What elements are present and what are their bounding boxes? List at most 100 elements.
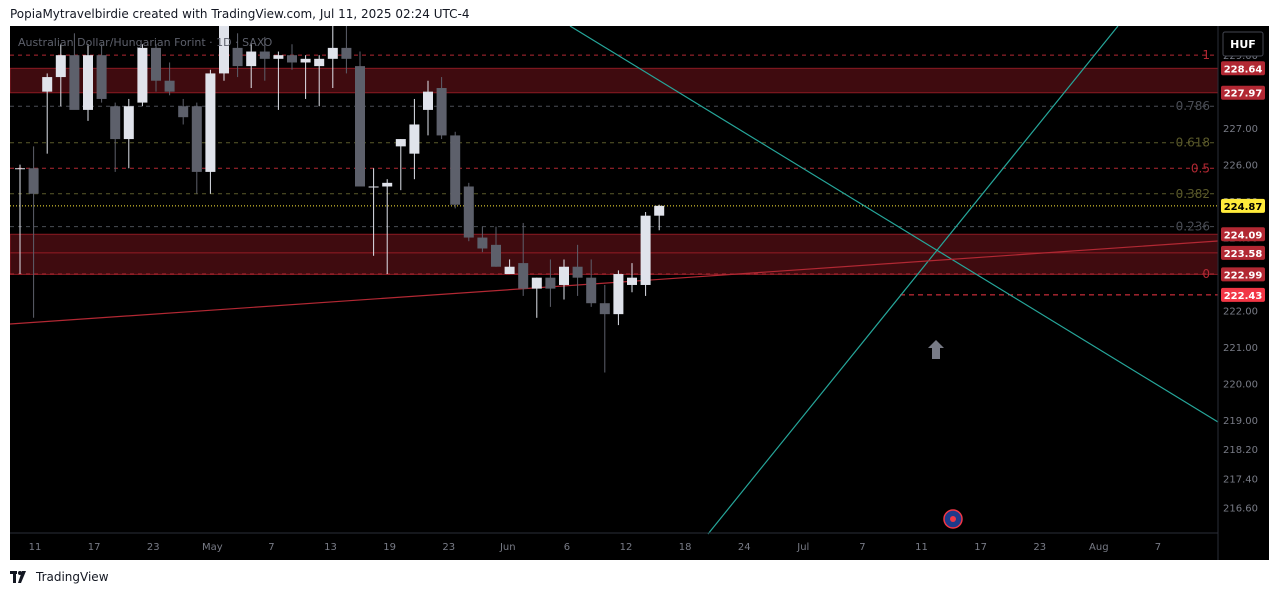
candle-body[interactable] [232,47,243,67]
zone-0[interactable] [9,67,1219,94]
candle-body[interactable] [599,303,610,315]
candle-body[interactable] [531,277,542,289]
candle-body[interactable] [423,91,433,110]
candle-body[interactable] [368,186,379,188]
candle-body[interactable] [341,47,352,59]
candle-body[interactable] [586,277,597,304]
candle-body[interactable] [137,47,148,103]
y-tick-label: 217.40 [1223,474,1258,485]
y-tick-label: 229.00 [1223,51,1258,62]
chart-frame[interactable]: 1 0.786 0.618 0.5 0.382 0.236 0 Australian Dol… [9,0,1269,560]
price-label: 222.43 [1224,291,1263,302]
candle-body[interactable] [191,106,202,172]
candle-body[interactable] [314,58,325,67]
candle-body[interactable] [409,124,420,154]
candle-body[interactable] [477,237,488,249]
candle-body[interactable] [164,80,175,92]
price-label: 223.58 [1224,249,1263,260]
price-label-bg[interactable] [1221,287,1265,302]
price-label-bg[interactable] [1221,85,1265,100]
y-tick-label: 220.00 [1223,379,1258,390]
candle-body[interactable] [273,55,284,59]
candle-body[interactable] [327,47,338,59]
price-label: 224.87 [1224,202,1263,213]
zone-1[interactable] [9,233,1219,254]
x-tick-label: 17 [974,542,987,553]
candle-body[interactable] [69,55,80,110]
zone-2[interactable] [9,252,1219,275]
candle-body[interactable] [219,0,229,74]
y-tick-label: 218.20 [1223,445,1258,456]
candle-body[interactable] [559,266,569,285]
y-tick-label: 222.00 [1223,307,1258,318]
y-tick-label: 219.00 [1223,416,1258,427]
x-tick-label: 13 [324,542,337,553]
candle-body[interactable] [123,106,134,140]
candle-body[interactable] [300,58,311,63]
candle-body[interactable] [395,139,406,147]
footer[interactable]: TradingView [10,570,109,584]
green-trendline-down[interactable] [569,25,1219,423]
candle-body[interactable] [518,263,529,289]
candle-body[interactable] [545,277,556,289]
candle-body[interactable] [151,47,161,81]
candle-body[interactable] [613,274,624,315]
candle-body[interactable] [42,77,53,92]
candle-body[interactable] [491,244,501,267]
au-flag-icon[interactable] [943,509,963,529]
x-tick-label: 11 [915,542,928,553]
candle-body[interactable] [55,55,66,78]
x-tick-label: 18 [679,542,692,553]
price-label-bg[interactable] [1221,227,1265,242]
x-axis: 11 17 23 May 7 13 19 23 Jun 6 12 18 24 Jul 7 11 17 23 Aug 7 [29,542,1161,553]
price-label-bg[interactable] [1221,61,1265,76]
candle-body[interactable] [246,51,257,67]
candle-body[interactable] [504,266,515,275]
y-tick-label: 216.60 [1223,503,1258,514]
candle-body[interactable] [110,106,121,140]
currency-button-label: HUF [1230,38,1256,51]
candle-body[interactable] [382,182,393,187]
price-label: 228.64 [1224,64,1263,75]
price-label: 227.97 [1224,89,1263,100]
y-tick-label: 227.00 [1223,124,1258,135]
x-tick-label: Jun [499,542,516,553]
price-label: 222.99 [1224,270,1263,281]
candle-body[interactable] [627,277,637,285]
candle-body[interactable] [436,88,447,136]
fib-label-3: 0.5 [1191,161,1210,175]
currency-button[interactable]: HUF [1222,31,1264,57]
x-tick-label: 7 [859,542,865,553]
price-chart[interactable]: 1 0.786 0.618 0.5 0.382 0.236 0 Australian Dol… [9,0,1269,560]
price-labels: 228.64 227.97 224.87 224.09 223.58 222.99 222.… [1221,61,1265,302]
candle-body[interactable] [355,66,365,187]
x-tick-label: Aug [1089,542,1109,553]
y-tick-label: 221.00 [1223,343,1258,354]
candle-body[interactable] [178,106,189,118]
candle-body[interactable] [287,55,297,63]
candle-body[interactable] [463,186,474,238]
candle-body[interactable] [572,266,583,278]
candle-body[interactable] [96,55,107,99]
candle-body[interactable] [259,51,270,59]
candle-body[interactable] [640,215,651,285]
candle-body[interactable] [450,135,461,205]
candle-body[interactable] [15,168,25,170]
price-label-bg[interactable] [1221,198,1265,213]
x-tick-label: 23 [442,542,455,553]
candle-body[interactable] [205,73,216,172]
x-tick-label: May [202,542,223,553]
y-axis: 229.00228.00227.00226.00225.00224.00223.… [1223,51,1258,514]
candle-body[interactable] [83,55,93,110]
x-tick-label: 7 [268,542,274,553]
fib-label-6: 0 [1202,267,1210,281]
candle-body[interactable] [654,205,665,216]
price-label-bg[interactable] [1221,267,1265,282]
fib-label-0: 1 [1202,48,1210,62]
green-trendline-up[interactable] [707,25,1119,535]
price-label-bg[interactable] [1221,245,1265,260]
candle-body[interactable] [28,168,39,194]
x-tick-label: 17 [88,542,101,553]
x-tick-label: 11 [29,542,42,553]
x-tick-label: 23 [1033,542,1046,553]
